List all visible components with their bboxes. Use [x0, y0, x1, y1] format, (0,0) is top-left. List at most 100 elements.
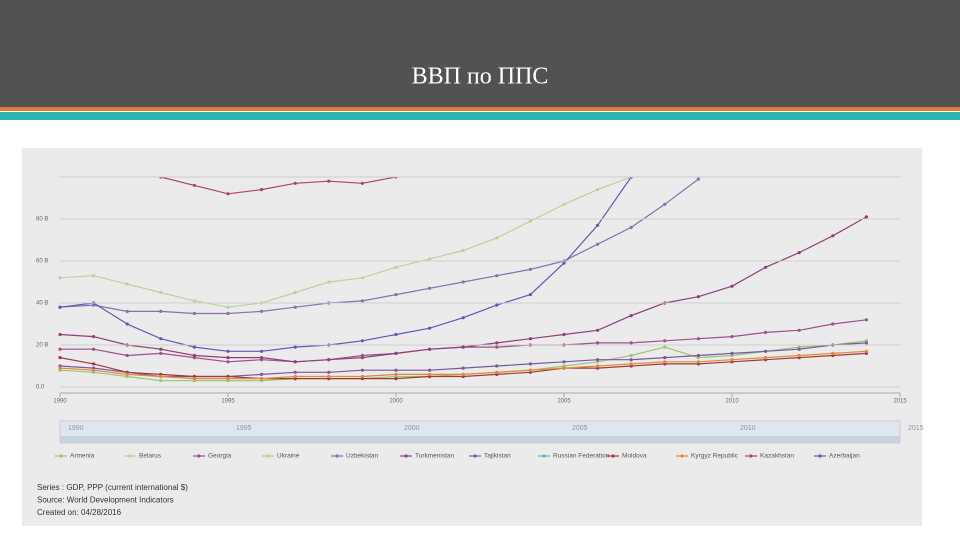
data-point [192, 299, 196, 303]
data-point [495, 341, 499, 345]
data-point [394, 351, 398, 355]
data-point [663, 360, 667, 364]
data-point [428, 372, 432, 376]
data-point [226, 377, 230, 381]
data-point [159, 347, 163, 351]
data-point [428, 257, 432, 261]
data-point [596, 242, 600, 246]
data-point [125, 372, 129, 376]
data-point [596, 358, 600, 362]
legend-label[interactable]: Tajikistan [484, 453, 511, 460]
navigator-label: 2015 [908, 425, 924, 432]
navigator-label: 2005 [572, 425, 588, 432]
x-tick-label: 2010 [725, 399, 739, 405]
x-tick-label: 1990 [53, 399, 67, 405]
data-point [797, 328, 801, 332]
slide-title: ВВП по ППС [412, 64, 549, 90]
data-point [192, 183, 196, 187]
y-tick-label: 20 B [36, 343, 48, 349]
data-point [831, 351, 835, 355]
legend-label[interactable]: Kyrgyz Republic [691, 453, 739, 460]
data-point [58, 347, 62, 351]
data-point [125, 282, 129, 286]
data-point [696, 177, 701, 181]
data-point [764, 349, 768, 353]
x-tick-label: 2005 [557, 399, 571, 405]
data-point [360, 276, 364, 280]
data-point [226, 192, 230, 196]
data-point [159, 309, 163, 313]
data-point [864, 349, 869, 353]
data-point [159, 351, 163, 355]
data-point [293, 181, 297, 185]
legend-marker [818, 454, 822, 458]
data-point [293, 370, 297, 374]
navigator-label: 2010 [740, 425, 756, 432]
legend-label[interactable]: Russian Federation [553, 453, 610, 460]
data-point [92, 335, 96, 339]
data-point [327, 370, 331, 374]
legend-label[interactable]: Turkmenistan [415, 453, 455, 460]
data-point [629, 362, 633, 366]
legend-label[interactable]: Belarus [139, 453, 162, 460]
data-point [797, 353, 801, 358]
data-point [461, 345, 465, 349]
legend-label[interactable]: Moldova [622, 453, 647, 460]
data-point [58, 332, 62, 337]
legend-marker [611, 454, 615, 458]
navigator-label: 2000 [404, 425, 420, 432]
x-tick-label: 1995 [221, 399, 235, 405]
data-point [797, 251, 801, 255]
data-point [394, 368, 398, 372]
data-point [764, 265, 768, 269]
data-point [461, 248, 465, 253]
y-tick-label: 80 B [36, 217, 48, 223]
data-point [92, 362, 96, 366]
data-point [596, 223, 600, 227]
x-tick-label: 2015 [893, 399, 907, 405]
data-point [495, 274, 499, 278]
legend-label[interactable]: Ukraine [277, 453, 300, 460]
data-point [394, 372, 398, 376]
data-point [663, 356, 667, 360]
legend-marker [335, 454, 339, 458]
data-point [360, 368, 364, 372]
data-point [730, 358, 734, 362]
data-point [125, 322, 129, 326]
data-point [192, 377, 196, 381]
data-point [629, 358, 633, 362]
data-point [461, 316, 465, 320]
legend-label[interactable]: Armenia [70, 453, 95, 460]
data-point [696, 337, 701, 341]
data-point [360, 181, 364, 185]
data-point [226, 305, 230, 309]
data-point [831, 234, 835, 238]
legend-label[interactable]: Kazakhstan [760, 453, 794, 460]
data-point [327, 280, 331, 284]
legend-label[interactable]: Uzbekistan [346, 453, 379, 460]
legend-label[interactable]: Georgia [208, 453, 232, 460]
y-tick-label: 60 B [36, 259, 48, 265]
data-point [764, 330, 768, 334]
data-point [528, 267, 533, 271]
data-point [360, 374, 364, 379]
data-point [562, 261, 566, 265]
data-point [394, 377, 398, 381]
data-point [495, 345, 499, 349]
data-point [528, 362, 533, 366]
data-point [58, 276, 62, 280]
range-scrollbar[interactable] [60, 436, 900, 443]
legend-label[interactable]: Azerbaijan [829, 453, 860, 460]
data-point [327, 358, 331, 362]
data-point [192, 353, 196, 358]
data-point [58, 366, 62, 370]
data-point [293, 360, 297, 364]
data-point [629, 314, 633, 318]
data-point [360, 299, 364, 303]
header-band [0, 0, 960, 107]
data-point [192, 311, 196, 316]
legend-marker [197, 454, 201, 458]
data-point [226, 311, 230, 316]
data-point [125, 309, 129, 313]
